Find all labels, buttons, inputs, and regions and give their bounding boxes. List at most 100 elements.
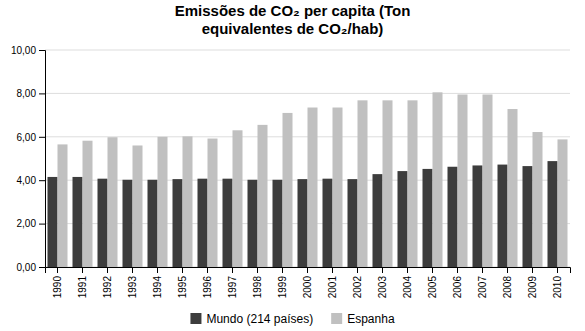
tick-label: 1990 <box>52 276 63 299</box>
bar <box>148 180 158 267</box>
tick-label: 6,00 <box>17 132 37 143</box>
bar <box>533 132 543 267</box>
tick-label: 2008 <box>502 276 513 299</box>
tick: 2,00 <box>17 218 45 229</box>
title: Emissões de CO₂ per capita (Tonequivalen… <box>175 2 411 37</box>
tick-mark <box>57 267 58 273</box>
legend-item: Mundo (214 países) <box>190 312 313 326</box>
bar <box>308 108 318 267</box>
bar <box>248 180 258 267</box>
tick-label: 1998 <box>252 276 263 299</box>
bar <box>333 108 343 267</box>
bar <box>108 137 118 267</box>
tick-label: 2002 <box>352 276 363 299</box>
bar <box>98 179 108 267</box>
bar <box>83 141 93 267</box>
tick: 2003 <box>377 267 388 298</box>
tick: 1997 <box>227 267 238 298</box>
tick-mark <box>532 267 533 273</box>
tick-label: 2005 <box>427 276 438 299</box>
legend: Mundo (214 países) Espanha <box>190 312 394 326</box>
bar <box>398 171 408 267</box>
legend-label: Espanha <box>347 312 395 326</box>
bar <box>383 100 393 267</box>
tick-label: 4,00 <box>17 175 37 186</box>
tick-label: 1996 <box>202 276 213 299</box>
axis-line <box>46 268 571 274</box>
tick-label: 2003 <box>377 276 388 299</box>
tick-mark <box>39 137 45 138</box>
tick: 2002 <box>352 267 363 298</box>
bar <box>298 179 308 267</box>
tick: 8,00 <box>17 88 45 99</box>
bar <box>133 145 143 267</box>
tick-mark <box>182 267 183 273</box>
tick-mark <box>382 267 383 273</box>
grid-line <box>45 50 570 51</box>
tick-mark <box>282 267 283 273</box>
bar <box>373 174 383 267</box>
tick: 2010 <box>552 267 563 298</box>
grid <box>45 50 570 267</box>
bar <box>173 179 183 267</box>
axis-line <box>39 51 46 268</box>
series <box>48 161 558 267</box>
tick-mark <box>39 267 45 268</box>
bar <box>448 167 458 267</box>
bar <box>258 125 268 267</box>
bar <box>558 139 568 267</box>
bar <box>458 94 468 267</box>
bar <box>408 100 418 267</box>
tick-mark <box>157 267 158 273</box>
bar <box>123 180 133 267</box>
chart: Emissões de CO₂ per capita (Tonequivalen… <box>0 0 585 331</box>
tick-mark <box>457 267 458 273</box>
bar <box>483 94 493 267</box>
tick: 2001 <box>327 267 338 298</box>
tick-mark <box>39 50 45 51</box>
tick-label: 2007 <box>477 276 488 299</box>
tick: 1995 <box>177 267 188 298</box>
bar <box>48 177 58 267</box>
tick-mark <box>557 267 558 273</box>
tick: 1994 <box>152 267 163 298</box>
bar <box>273 180 283 267</box>
tick: 2009 <box>527 267 538 298</box>
tick-mark <box>232 267 233 273</box>
tick-mark <box>432 267 433 273</box>
tick-label: 1993 <box>127 276 138 299</box>
tick: 2000 <box>302 267 313 298</box>
tick-mark <box>132 267 133 273</box>
bar <box>208 139 218 267</box>
bar <box>508 109 518 267</box>
tick: 1998 <box>252 267 263 298</box>
x-axis: 1990199119921993199419951996199719981999… <box>46 267 571 298</box>
bar <box>233 130 243 267</box>
bar <box>223 179 233 267</box>
tick: 2006 <box>452 267 463 298</box>
tick-label: 2010 <box>552 276 563 299</box>
tick: 2008 <box>502 267 513 298</box>
bar <box>433 92 443 267</box>
bar <box>158 137 168 267</box>
tick: 4,00 <box>17 175 45 186</box>
tick: 1996 <box>202 267 213 298</box>
bar <box>283 113 293 267</box>
tick-mark <box>107 267 108 273</box>
tick-mark <box>307 267 308 273</box>
bar <box>323 179 333 267</box>
bar <box>423 169 433 267</box>
bar <box>473 165 483 267</box>
legend-swatch <box>190 313 201 324</box>
tick-mark <box>507 267 508 273</box>
title-line: equivalentes de CO₂/hab) <box>202 20 384 37</box>
tick: 1993 <box>127 267 138 298</box>
bar <box>498 165 508 267</box>
tick: 6,00 <box>17 132 45 143</box>
tick-label: 1992 <box>102 276 113 299</box>
tick-label: 2009 <box>527 276 538 299</box>
tick-label: 0,00 <box>17 262 37 273</box>
tick: 1991 <box>77 267 88 298</box>
tick-label: 8,00 <box>17 88 37 99</box>
title-line: Emissões de CO₂ per capita (Ton <box>175 2 411 19</box>
